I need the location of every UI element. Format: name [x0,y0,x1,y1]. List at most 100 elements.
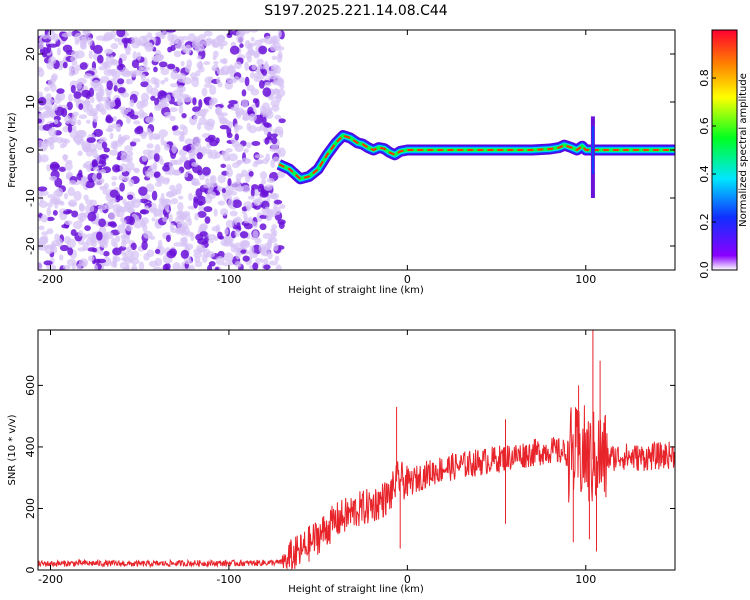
noise-blob [59,244,69,252]
noise-blob [146,84,153,94]
noise-blob [188,192,193,201]
noise-blob [263,264,271,270]
noise-blob [143,40,150,49]
noise-blob [253,188,260,197]
noise-blob [91,159,98,167]
noise-blob [222,151,230,162]
noise-blob [259,223,267,231]
noise-blob [241,89,247,97]
noise-blob [243,148,249,153]
noise-blob [109,132,114,140]
noise-blob [182,125,188,136]
noise-blob [141,240,148,251]
noise-blob [228,30,233,36]
noise-blob [38,261,43,270]
noise-blob [62,264,71,270]
noise-blob [66,101,73,111]
noise-blob [64,220,73,226]
noise-blob [110,58,118,65]
noise-blob [241,30,251,34]
noise-blob [106,49,114,54]
noise-blob [252,230,259,238]
noise-blob [63,154,68,162]
noise-blob [121,219,127,227]
noise-blob [203,206,213,213]
noise-blob [246,122,252,131]
noise-blob [87,37,93,47]
noise-blob [180,249,189,259]
noise-blob [88,87,95,98]
noise-blob [117,209,125,218]
noise-blob [93,264,99,270]
noise-blob [258,45,268,55]
noise-blob [238,76,246,83]
noise-blob [244,76,250,87]
noise-blob [73,190,82,201]
colorbar-tick-label: 0.0 [698,261,711,279]
noise-blob [235,107,241,117]
noise-blob [42,34,49,40]
noise-blob [250,187,255,198]
noise-blob [169,83,179,88]
noise-blob [86,119,91,124]
noise-blob [172,89,180,99]
noise-blob [151,217,156,222]
noise-blob [107,221,113,227]
noise-blob [56,47,61,56]
spectrogram-xlabel: Height of straight line (km) [288,285,424,296]
noise-blob [217,231,223,240]
noise-blob [143,230,153,239]
noise-blob [229,210,238,217]
noise-blob [272,156,280,162]
noise-blob [146,143,154,149]
noise-blob [46,228,54,235]
noise-blob [262,116,267,126]
noise-blob [73,91,82,99]
noise-blob [198,117,207,126]
noise-blob [93,128,103,138]
noise-blob [76,77,87,85]
noise-blob [50,110,55,118]
noise-blob [172,125,179,131]
noise-blob [51,264,57,270]
noise-blob [84,98,91,108]
noise-blob [193,252,203,258]
noise-blob [192,106,201,113]
noise-blob [176,210,183,216]
noise-blob [92,79,101,88]
noise-blob [181,113,187,119]
noise-blob [51,196,61,205]
noise-blob [257,195,263,205]
noise-blob [106,80,113,91]
noise-blob [272,205,278,212]
noise-blob [67,124,73,133]
noise-blob [79,39,86,49]
noise-blob [129,257,140,265]
noise-blob [141,154,148,162]
noise-blob [165,234,171,243]
noise-blob [59,143,65,149]
colorbar-ticks: 0.0 0.2 0.4 0.6 0.8 [698,69,716,279]
noise-blob [273,199,283,205]
colorbar-tick-label: 0.8 [698,69,711,87]
noise-blob [208,98,216,107]
noise-blob [263,184,273,191]
noise-blob [52,209,58,216]
noise-blob [53,103,58,111]
noise-blob [201,254,208,263]
noise-blob [99,84,104,93]
noise-blob [105,116,114,124]
noise-blob [62,61,68,69]
noise-blob [46,163,51,172]
noise-blob [183,173,189,178]
noise-blob [276,78,284,86]
noise-blob [194,260,203,268]
spectrogram-noise [38,30,286,270]
noise-blob [55,187,64,198]
figure-title: S197.2025.221.14.08.C44 [264,3,448,19]
snr-ytick-label: 600 [24,375,37,396]
noise-blob [166,94,171,103]
noise-blob [65,173,72,180]
noise-blob [85,199,93,205]
noise-blob [86,137,96,143]
